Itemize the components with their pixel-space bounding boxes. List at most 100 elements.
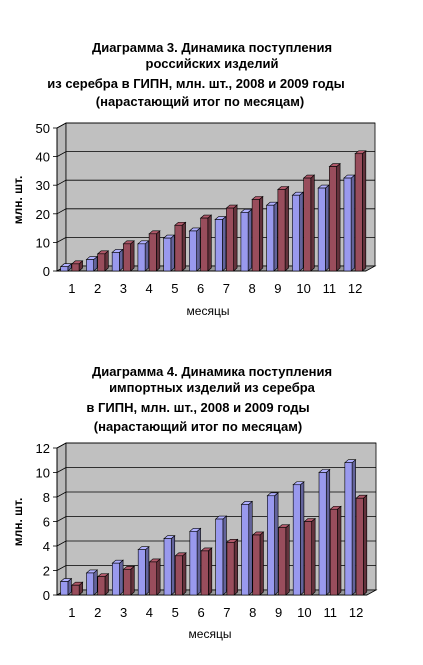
chart-1-bar-front [189,230,197,272]
chart-1-bar-side [144,240,149,272]
chart-1-x-tick-label: 3 [120,281,127,296]
chart-2-bar-front [304,521,312,596]
chart-1-bar-front [354,153,363,272]
chart-1-x-tick-label: 11 [323,281,337,296]
chart-2-bar-front [163,538,172,596]
chart-2-bar-side [248,500,253,596]
chart-1: Диаграмма 3. Динамика поступления россий… [11,40,377,318]
chart-2-y-tick-label: 6 [43,515,50,530]
chart-1-title-line-1: Диаграмма 3. Динамика поступления [92,40,332,55]
chart-2-bar-series-2-7 [226,538,239,596]
chart-2-bar-series-1-2 [85,569,99,596]
chart-2-bar-side [119,559,124,596]
chart-2-bar-side [145,546,150,596]
chart-2-bar-front [329,508,338,596]
chart-1-x-tick-label: 7 [223,281,230,296]
chart-1-bar-side [156,230,161,272]
chart-2-bar-side [259,531,264,596]
chart-2-gridline [56,491,376,498]
chart-2-bar-side [274,492,279,596]
chart-2-title-line-4: (нарастающий итог по месяцам) [94,419,302,434]
chart-2-bar-side [351,459,356,596]
chart-2-bar-series-1-9 [266,492,279,596]
chart-1-x-tick-label: 6 [197,281,204,296]
chart-1-bar-side [325,184,330,272]
chart-2-x-tick-label: 3 [120,605,127,620]
chart-2-bar-front [189,530,198,596]
chart-1-x-tick-label: 2 [94,281,101,296]
chart-1-bar-side [310,174,315,272]
chart-1-bar-front [97,253,106,272]
chart-2-title-line-3: в ГИПН, млн. шт., 2008 и 2009 годы [86,400,309,415]
chart-2-bar-front [112,562,120,596]
chart-2-bar-side [233,538,238,596]
chart-2-bar-side [130,565,135,596]
chart-2-bar-series-1-4 [137,546,150,596]
chart-1-bar-side [130,240,135,272]
chart-2-bar-series-2-5 [174,552,187,596]
chart-1-bar-series-1-6 [188,227,201,272]
chart-1-bar-series-1-7 [214,215,227,272]
chart-2-x-tick-label: 8 [249,605,256,620]
chart-1-title-line-4: (нарастающий итог по месяцам) [96,94,304,109]
chart-2-x-tick-label: 4 [146,605,153,620]
chart-1-bar-front [60,266,69,272]
chart-2-y-tick-label: 0 [43,588,50,603]
chart-2-bar-series-1-7 [214,515,228,596]
chart-1-gridline [56,151,375,157]
chart-2-bar-side [93,569,98,596]
chart-2-bar-series-1-3 [111,559,124,596]
chart-2-x-tick-label: 1 [68,605,75,620]
chart-1-bar-front [343,177,352,272]
chart-2-bar-front [200,550,209,596]
chart-1-bar-front [123,243,131,272]
chart-2-bar-series-1-6 [189,527,202,596]
chart-1-bar-series-2-6 [199,214,213,272]
chart-2-bar-side [104,572,109,596]
chart-2-bar-series-1-12 [344,459,357,596]
chart-2-x-tick-label: 6 [197,605,204,620]
chart-2-bar-front [267,495,275,596]
chart-1-gridline [56,179,375,186]
chart-1-bar-series-1-4 [137,240,150,272]
chart-1-bar-series-2-9 [277,185,290,272]
chart-1-bar-front [240,212,249,272]
chart-1-bar-series-2-8 [251,195,264,272]
chart-1-bar-front [277,189,286,272]
chart-1-bar-side [222,215,227,272]
chart-2-bar-front [215,518,224,596]
chart-2-x-tick-label: 10 [297,605,311,620]
chart-1-bar-front [266,204,275,272]
chart-1-bar-side [273,201,278,272]
chart-2-bar-series-2-6 [200,547,213,596]
chart-1-bar-side [196,227,201,272]
chart-2-bar-side [170,534,176,596]
chart-1-bar-front [137,243,146,272]
chart-2-bar-series-1-11 [318,468,331,596]
chart-1-bar-front [163,237,172,272]
chart-1-y-tick-label: 20 [36,207,50,222]
chart-1-bar-side [362,150,367,272]
chart-2-bar-front [123,568,132,596]
chart-2-y-tick-label: 8 [43,490,50,505]
chart-1-bar-side [119,248,124,272]
chart-2-bar-front [97,576,106,596]
chart-2-bar-front [278,527,287,596]
chart-2-bar-front [241,504,250,596]
chart-1-bar-side [104,250,109,272]
chart-2-bar-side [156,558,161,596]
chart-1-x-tick-label: 1 [68,281,75,296]
chart-2-bar-front [60,581,69,596]
chart-2-bar-series-1-1 [59,577,73,596]
chart-2-bar-front [137,549,146,596]
chart-1-title-line-3: из серебра в ГИПН, млн. шт., 2008 и 2009… [47,76,345,91]
chart-2-y-tick-label: 2 [43,564,50,579]
chart-2-x-tick-label: 5 [172,605,179,620]
chart-1-bar-front [292,194,300,272]
chart-1-bar-series-2-2 [96,250,110,272]
chart-1-title-line-2: российских изделий [146,56,279,71]
chart-2-gridline [56,467,376,473]
chart-1-x-tick-label: 9 [274,281,281,296]
chart-1-bar-series-1-11 [317,184,330,272]
